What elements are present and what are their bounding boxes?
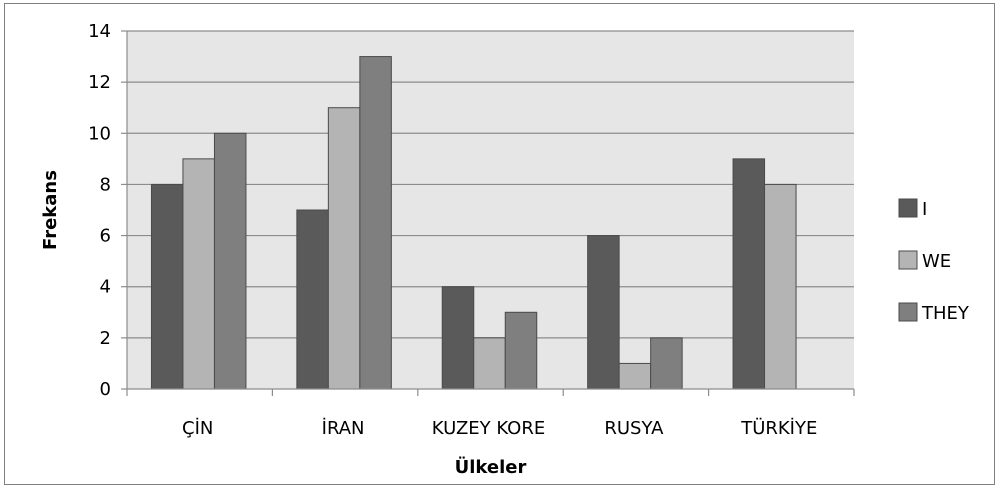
bar-we-0 <box>182 158 215 390</box>
bar-they-0 <box>213 132 247 390</box>
legend: I WE THEY <box>898 198 970 324</box>
bar-they-1 <box>359 56 392 390</box>
legend-label-i: I <box>922 199 927 220</box>
x-tick-label: RUSYA <box>604 418 664 439</box>
y-tick-label: 8 <box>100 174 111 195</box>
x-axis-title: Ülkeler <box>455 456 527 478</box>
x-tick-labels: ÇİN İRAN KUZEY KORE RUSYA TÜRKİYE <box>182 417 817 439</box>
y-tick-labels: 0 2 4 6 8 10 12 14 <box>88 21 111 400</box>
bar-we-2 <box>473 337 506 390</box>
y-tick-label: 0 <box>100 379 111 400</box>
x-tick-label: İRAN <box>322 418 365 439</box>
bar-we-1 <box>327 107 361 390</box>
y-tick-label: 12 <box>88 72 111 93</box>
y-tick-label: 14 <box>88 21 111 42</box>
legend-swatch-we <box>898 250 918 270</box>
y-tick-label: 6 <box>100 226 111 247</box>
x-tick-label: TÜRKİYE <box>740 417 817 439</box>
y-tick-label: 10 <box>88 123 111 144</box>
legend-label-we: WE <box>922 251 951 272</box>
bar-i-2 <box>441 286 475 390</box>
legend-swatch-i <box>898 198 918 218</box>
legend-swatch-they <box>898 302 918 322</box>
y-tick-label: 2 <box>100 328 111 349</box>
legend-label-they: THEY <box>921 303 970 324</box>
bar-i-4 <box>732 158 766 390</box>
bar-they-3 <box>650 337 683 390</box>
x-tick-label: ÇİN <box>182 418 213 439</box>
y-axis-title: Frekans <box>40 170 61 250</box>
bar-they-2 <box>504 311 538 390</box>
bar-we-3 <box>618 362 652 390</box>
bar-i-3 <box>587 235 620 390</box>
bar-we-4 <box>764 183 797 390</box>
x-tick-label: KUZEY KORE <box>432 418 545 439</box>
bar-i-1 <box>296 209 329 390</box>
y-tick-label: 4 <box>100 277 111 298</box>
axes <box>126 31 855 396</box>
bar-i-0 <box>150 183 184 390</box>
bars <box>150 56 797 390</box>
